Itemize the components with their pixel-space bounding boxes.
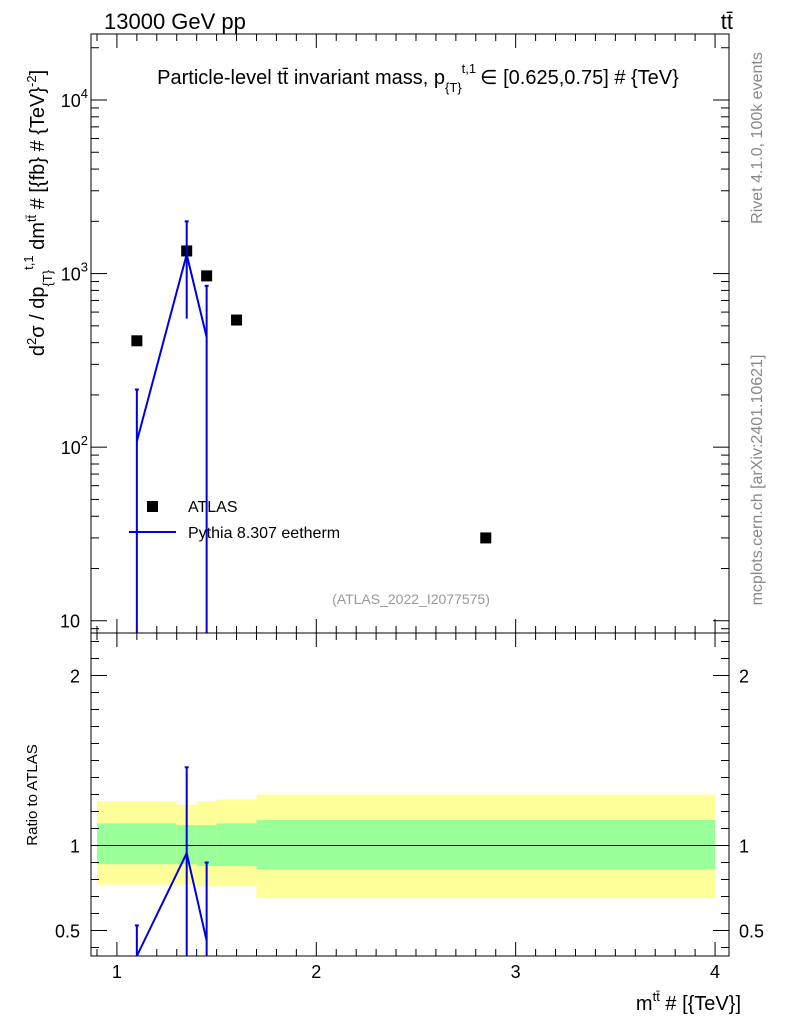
watermark: (ATLAS_2022_I2077575) [332,591,490,607]
y-tick-label: 10 [60,612,80,632]
x-tick-label: 3 [511,962,521,982]
x-tick-label: 4 [710,962,720,982]
ratio-y-tick-label-left: 1 [70,837,80,857]
ratio-y-tick-label-right: 0.5 [739,922,764,942]
ratio-uncertainty-bands [96,794,716,899]
legend-atlas-marker [147,501,158,512]
chart-title: Particle-level tt̄ invariant mass, p{T}t… [157,61,679,95]
ratio-axes: 1 2 3 4 0.5 0.5 1 1 2 2 [55,632,764,982]
atlas-point [131,335,143,347]
atlas-point [480,532,492,544]
title-main: Particle-level tt̄ invariant mass, p [157,67,445,89]
header-left: 13000 GeV pp [104,9,246,34]
legend: ATLAS Pythia 8.307 eetherm [129,499,340,542]
legend-pythia-label: Pythia 8.307 eetherm [188,525,340,542]
main-panel: Particle-level tt̄ invariant mass, p{T}t… [21,33,730,634]
y-tick-label: 102 [61,433,88,458]
y-axis-label: d2σ / dp{T}t,1 dmtt̄ # [{fb} # {TeV}-2] [21,70,55,356]
main-y-ticks: 10 102 103 104 [60,47,729,632]
legend-atlas-label: ATLAS [188,499,238,516]
header-right: tt̄ [721,9,733,34]
rivet-label: Rivet 4.1.0, 100k events [749,52,766,224]
title-sub: {T} [445,80,462,95]
band-green-3 [216,823,257,866]
ratio-panel: 1 2 3 4 0.5 0.5 1 1 2 2 Ratio to ATLAS mtt̄ # [{T… [24,632,764,1015]
x-tick-label: 2 [311,962,321,982]
x-tick-label: 1 [112,962,122,982]
main-data [131,220,492,633]
main-axes [90,33,730,634]
ratio-data [134,766,209,957]
title-rest: ∈ [0.625,0.75] # {TeV} [480,67,679,89]
main-frame [90,33,730,634]
title-sup: t,1 [462,61,476,76]
ratio-y-label: Ratio to ATLAS [24,744,41,845]
ratio-y-tick-label-right: 1 [739,837,749,857]
y-tick-label: 103 [61,260,88,285]
ratio-y-tick-label-right: 2 [739,667,749,687]
band-green-0 [96,823,177,865]
atlas-point [231,314,243,326]
y-tick-label: 104 [61,86,88,111]
x-axis-label: mtt̄ # [{TeV}] [636,989,741,1015]
ratio-line [135,850,208,957]
ratio-y-tick-label-left: 2 [70,667,80,687]
atlas-point [201,270,213,282]
ratio-y-tick-label-left: 0.5 [55,922,80,942]
mcplots-label: mcplots.cern.ch [arXiv:2401.10621] [749,355,766,606]
pythia-line [135,254,208,442]
band-green-4 [256,820,716,870]
